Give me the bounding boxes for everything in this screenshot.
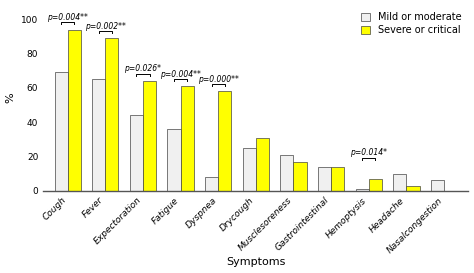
Bar [167,129,181,191]
Bar [55,72,68,191]
Bar [143,81,156,191]
Bar [431,180,444,191]
Bar [243,148,256,191]
Legend: Mild or moderate, Severe or critical: Mild or moderate, Severe or critical [358,10,464,37]
Bar [105,38,118,191]
Bar [356,189,369,191]
Bar [406,186,419,191]
X-axis label: Symptoms: Symptoms [226,257,285,268]
Text: p=0.004**: p=0.004** [160,70,201,79]
Bar [280,155,293,191]
Bar [92,79,105,191]
Bar [68,29,81,191]
Bar [205,177,218,191]
Text: p=0.004**: p=0.004** [47,13,88,22]
Bar [293,162,307,191]
Text: p=0.014*: p=0.014* [350,149,387,158]
Bar [218,91,231,191]
Bar [181,86,194,191]
Bar [393,174,406,191]
Bar [369,179,382,191]
Bar [130,115,143,191]
Text: p=0.026*: p=0.026* [125,64,162,73]
Y-axis label: %: % [6,93,16,103]
Bar [318,167,331,191]
Bar [331,167,344,191]
Text: p=0.000**: p=0.000** [198,75,238,84]
Text: p=0.002**: p=0.002** [85,22,126,31]
Bar [256,138,269,191]
